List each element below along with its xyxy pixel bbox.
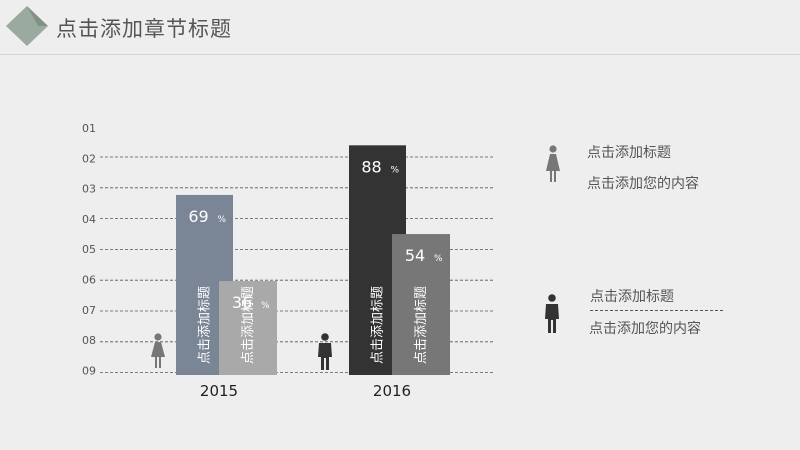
bar-value-label: 54: [405, 246, 425, 265]
y-tick-label: 07: [82, 304, 96, 317]
legend-title-2: 点击添加标题: [590, 289, 674, 305]
bar-unit-label: %: [434, 254, 443, 264]
y-tick-label: 01: [82, 122, 96, 135]
legend-subtitle-2: 点击添加您的内容: [589, 321, 701, 337]
male-icon: [321, 333, 329, 341]
bar-unit-label: %: [261, 301, 270, 311]
y-tick-label: 03: [82, 183, 96, 196]
legend-subtitle-1: 点击添加您的内容: [587, 176, 699, 192]
y-tick-label: 02: [82, 152, 96, 165]
x-tick-label: 2015: [200, 382, 238, 400]
y-tick-label: 09: [82, 364, 96, 377]
male-icon: [545, 294, 559, 333]
y-tick-label: 05: [82, 243, 96, 256]
female-icon: [154, 333, 162, 341]
bar-value-label: 88: [361, 157, 381, 176]
legend-title-1: 点击添加标题: [587, 145, 671, 161]
bar-unit-label: %: [218, 215, 227, 225]
bar-value-label: 36: [232, 293, 252, 312]
bar-value-label: 69: [188, 207, 208, 226]
bar: [219, 281, 277, 375]
male-icon: [318, 343, 332, 370]
x-tick-label: 2016: [373, 382, 411, 400]
bar-category-label: 点击添加标题: [371, 286, 386, 364]
page-title: 点击添加章节标题: [56, 17, 232, 41]
bar-category-label: 点击添加标题: [198, 286, 213, 364]
bar-unit-label: %: [391, 165, 400, 175]
y-tick-label: 06: [82, 274, 96, 287]
female-icon: [151, 342, 165, 368]
female-icon: [546, 145, 560, 182]
y-tick-label: 04: [82, 213, 96, 226]
title-divider: [0, 54, 800, 55]
y-tick-label: 08: [82, 334, 96, 347]
bar-category-label: 点击添加标题: [414, 286, 429, 364]
bar: [392, 234, 450, 375]
legend-divider: [590, 310, 723, 311]
diamond-icon: [6, 6, 48, 46]
bar-category-label: 点击添加标题: [241, 286, 256, 364]
